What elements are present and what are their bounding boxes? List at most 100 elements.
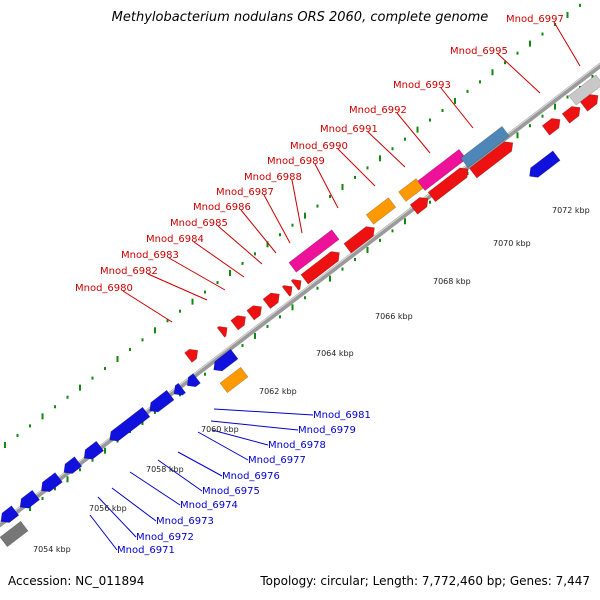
gene-mnod-6972 [19,489,41,509]
figure-title: Methylobacterium nodulans ORS 2060, comp… [111,10,489,25]
leader-line [129,471,181,506]
gene-mnod-6971 [0,505,20,523]
gene-blue-far [529,150,561,178]
leader-line [211,429,269,446]
gene-mnod-6978 [173,382,187,396]
leader-line [440,87,474,129]
gene-features [0,74,600,548]
leader-line [177,451,223,477]
label-leader-lines [89,21,581,551]
forward-gene-label: Mnod_6989 [267,156,325,167]
leader-line [396,112,431,154]
forward-gene-label: Mnod_6990 [290,141,348,152]
ruler-label: 7068 kbp [433,277,471,286]
reverse-gene-label: Mnod_6971 [117,545,175,556]
ruler-label: 7066 kbp [375,312,413,321]
gene-gray [0,520,29,548]
leader-line [367,131,406,168]
gene-mnod-6987 [290,279,302,291]
forward-gene-label: Mnod_6980 [75,283,133,294]
gene-mnod-6974 [63,456,83,474]
leader-line [217,225,263,265]
reverse-gene-label: Mnod_6974 [180,500,238,511]
forward-gene-label: Mnod_6987 [216,187,274,198]
leader-line [197,431,249,461]
reverse-gene-label: Mnod_6975 [202,486,260,497]
reverse-gene-label: Mnod_6981 [313,410,371,421]
forward-gene-label: Mnod_6984 [146,234,204,245]
gene-mnod-6973 [40,472,63,493]
ruler-label: 7060 kbp [201,425,239,434]
gene-mnod-6995 [541,118,561,136]
gene-mnod-6976 [109,406,151,442]
ruler-label: 7054 kbp [33,545,71,554]
leader-line [553,21,581,67]
gene-mnod-6981 [213,348,239,372]
gene-magenta-a [288,229,340,273]
leader-line [291,179,303,234]
gene-mnod-6986 [281,285,293,297]
reverse-gene-label: Mnod_6978 [268,440,326,451]
ruler-label: 7064 kbp [316,349,354,358]
reverse-gene-label: Mnod_6977 [248,455,306,466]
gene-labels: Mnod_6980 Mnod_6982 Mnod_6983 Mnod_6984 Mnod… [75,14,564,556]
gene-mnod-6985 [262,292,280,310]
forward-gene-label: Mnod_6986 [193,202,251,213]
ruler-label: 7070 kbp [493,239,531,248]
accession-text: Accession: NC_011894 [8,574,145,588]
kbp-ruler: 7054 kbp 7056 kbp 7058 kbp 7060 kbp 7062 kbp… [33,206,590,554]
leader-line [497,53,541,94]
gene-mnod-6982 [216,326,228,338]
gene-mnod-6990 [409,197,429,215]
leader-line [89,514,118,551]
leader-line [147,273,208,301]
leader-line [337,148,376,187]
reverse-gene-label: Mnod_6979 [298,425,356,436]
leader-line [111,487,157,522]
gene-mnod-6988 [300,251,340,285]
gene-mnod-6996 [561,106,581,124]
gene-orange-c [219,366,249,394]
ruler-label: 7072 kbp [552,206,590,215]
leader-line [210,420,299,431]
gene-mnod-6984 [246,305,262,321]
gene-mnod-6979 [186,373,201,388]
gene-mnod-6992 [469,141,514,179]
genome-stats-text: Topology: circular; Length: 7,772,460 bp… [260,574,590,588]
forward-gene-label: Mnod_6988 [244,172,302,183]
leader-line [213,408,314,416]
forward-gene-label: Mnod_6982 [100,266,158,277]
forward-gene-label: Mnod_6985 [170,218,228,229]
forward-gene-label: Mnod_6993 [393,80,451,91]
reverse-gene-label: Mnod_6976 [222,471,280,482]
ruler-label: 7062 kbp [259,387,297,396]
ruler-label: 7058 kbp [146,465,184,474]
gene-orange-a [365,197,397,225]
gene-lightgray [568,74,600,106]
forward-gene-label: Mnod_6995 [450,46,508,57]
gene-mnod-6975 [83,440,105,460]
gene-mnod-6977 [149,389,175,413]
gene-steelblue [460,125,510,169]
leader-line [193,241,245,278]
leader-line [263,194,291,244]
leader-line [157,459,203,492]
leader-line [314,163,339,209]
gene-mnod-6980 [184,348,199,363]
ruler-label: 7056 kbp [89,504,127,513]
forward-gene-label: Mnod_6997 [506,14,564,25]
reverse-gene-label: Mnod_6973 [156,516,214,527]
forward-gene-label: Mnod_6991 [320,124,378,135]
leader-line [97,496,137,538]
reverse-gene-label: Mnod_6972 [136,532,194,543]
gene-mnod-6989 [343,226,375,254]
gene-mnod-6991 [427,167,469,203]
leader-line [240,209,277,254]
gene-mnod-6983 [230,315,246,331]
leader-line [168,257,226,291]
forward-gene-label: Mnod_6983 [121,250,179,261]
leader-line [122,290,173,323]
forward-gene-label: Mnod_6992 [349,105,407,116]
